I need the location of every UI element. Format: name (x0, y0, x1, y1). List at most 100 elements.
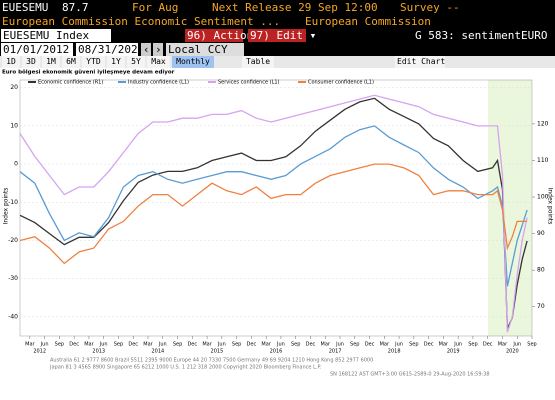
period-button[interactable]: 6M (62, 56, 80, 68)
x-year-label: 2018 (388, 349, 401, 355)
x-tick-label: Sep (291, 342, 300, 348)
x-tick-label: Sep (527, 342, 536, 348)
x-year-label: 2012 (33, 349, 46, 355)
x-tick-label: Dec (247, 342, 257, 348)
series-line (19, 94, 528, 333)
chart: Euro bölgesi ekonomik güveni iyileşmeye … (0, 68, 555, 400)
x-tick-label: Jun (276, 342, 285, 348)
y2-tick-label: 110 (537, 157, 549, 164)
y2-tick-label: 90 (537, 230, 545, 237)
x-tick-label: Jun (99, 342, 108, 348)
x-tick-label: Dec (424, 342, 434, 348)
x-year-label: 2015 (211, 349, 224, 355)
security-field[interactable]: EUESEMU Index (1, 29, 111, 42)
x-tick-label: Sep (232, 342, 241, 348)
series-line (19, 125, 528, 287)
frequency-select[interactable]: Monthly (172, 56, 214, 68)
x-year-label: 2013 (92, 349, 105, 355)
x-tick-label: Mar (439, 342, 449, 348)
period-button[interactable]: Max (147, 56, 170, 68)
x-tick-label: Sep (114, 342, 123, 348)
end-date[interactable]: 08/31/2020 (76, 43, 145, 56)
x-tick-label: Mar (380, 342, 390, 348)
x-tick-label: Mar (143, 342, 153, 348)
x-tick-label: Mar (202, 342, 212, 348)
x-year-label: 2014 (151, 349, 164, 355)
next-release: Next Release 29 Sep 12:00 (212, 1, 378, 14)
ticker: EUESEMU (2, 1, 49, 14)
y-tick-label: -40 (8, 313, 18, 320)
x-year-label: 2016 (270, 349, 283, 355)
y-tick-label: 10 (10, 122, 18, 129)
x-tick-label: Mar (84, 342, 94, 348)
x-tick-label: Jun (335, 342, 344, 348)
x-tick-label: Dec (69, 342, 79, 348)
x-tick-label: Sep (409, 342, 418, 348)
toolbar: 1D 3D 1M 6M YTD 1Y 5Y Max Monthly Table Edit Chart (0, 56, 555, 68)
y2-tick-label: 70 (537, 303, 545, 310)
x-tick-label: Jun (158, 342, 167, 348)
chart-title: Euro bölgesi ekonomik güveni iyileşmeye … (2, 70, 175, 76)
period: For Aug (132, 1, 179, 14)
footer-text: Japan 81 3 4565 8900 Singapore 65 6212 1… (49, 365, 322, 371)
description: European Commission Economic Sentiment .… (2, 15, 281, 28)
next-button[interactable]: › (153, 43, 163, 56)
plot-frame (19, 79, 533, 337)
x-tick-label: Mar (498, 342, 508, 348)
x-tick-label: Dec (483, 342, 493, 348)
footer-text: Australia 61 2 9777 8600 Brazil 5511 239… (50, 358, 373, 364)
y2-tick-label: 120 (537, 120, 549, 127)
y2-tick-label: 80 (537, 267, 545, 274)
last-value: 87.7 (62, 1, 89, 14)
highlight-region (488, 80, 532, 336)
y2-axis-title: Index points (547, 188, 554, 225)
x-tick-label: Jun (512, 342, 521, 348)
table-button[interactable]: Table (242, 56, 274, 68)
legend-label: Consumer confidence (L1) (308, 80, 374, 86)
x-tick-label: Dec (128, 342, 138, 348)
y2-tick-label: 100 (537, 194, 549, 201)
chart-name: G 583: sentimentEURO (415, 29, 548, 42)
legend-label: Economic confidence (R1) (38, 80, 103, 86)
edit-button[interactable]: 97) Edit ▾ (248, 29, 317, 42)
x-tick-label: Jun (217, 342, 226, 348)
legend-label: Industry confidence (L1) (128, 80, 189, 86)
x-tick-label: Sep (350, 342, 359, 348)
x-year-label: 2019 (447, 349, 460, 355)
currency[interactable]: Local CCY (166, 43, 244, 56)
prev-button[interactable]: ‹ (141, 43, 151, 56)
period-button[interactable]: YTD (82, 56, 105, 68)
period-button[interactable]: 5Y (127, 56, 145, 68)
x-tick-label: Sep (173, 342, 182, 348)
source: European Commission (305, 15, 431, 28)
x-tick-label: Sep (55, 342, 64, 348)
y-axis-title: Index points (3, 188, 10, 225)
x-tick-label: Dec (365, 342, 375, 348)
x-tick-label: Jun (40, 342, 49, 348)
x-year-label: 2020 (506, 349, 519, 355)
period-button[interactable]: 1M (42, 56, 60, 68)
x-year-label: 2017 (329, 349, 342, 355)
x-tick-label: Jun (453, 342, 462, 348)
x-tick-label: Dec (187, 342, 197, 348)
y-tick-label: -10 (8, 199, 18, 206)
start-date[interactable]: 01/01/2012 (1, 43, 73, 56)
actions-button[interactable]: 96) Actions ▾ (185, 29, 274, 42)
x-tick-label: Mar (25, 342, 35, 348)
x-tick-label: Jun (394, 342, 403, 348)
x-tick-label: Dec (306, 342, 316, 348)
x-tick-label: Mar (321, 342, 331, 348)
period-button[interactable]: 3D (22, 56, 40, 68)
chart-background (0, 68, 555, 400)
y-tick-label: -20 (8, 237, 18, 244)
edit-chart-button[interactable]: Edit Chart (395, 56, 446, 68)
x-tick-label: Mar (261, 342, 271, 348)
period-button[interactable]: 1D (2, 56, 20, 68)
period-button[interactable]: 1Y (107, 56, 125, 68)
y-tick-label: 20 (10, 84, 18, 91)
x-tick-label: Sep (468, 342, 477, 348)
y-tick-label: 0 (14, 161, 18, 168)
legend-label: Services confidence (L1) (218, 80, 280, 86)
series-line (19, 97, 528, 329)
